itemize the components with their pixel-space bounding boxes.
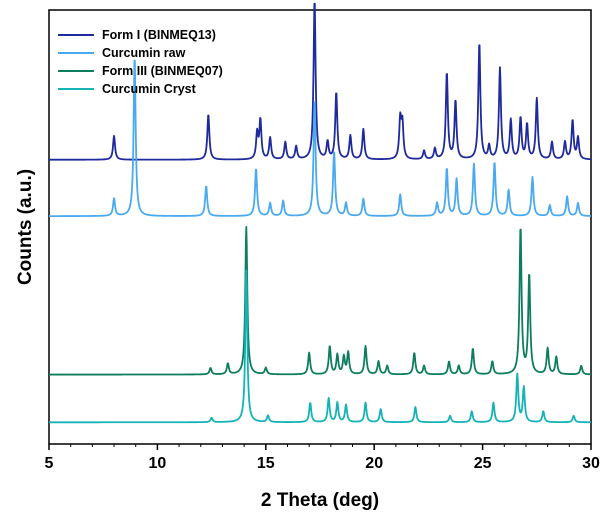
legend-label-2: Form III (BINMEQ07) [102,64,223,78]
x-tick-label: 30 [582,455,600,472]
plot-frame [48,9,592,445]
series-line-3 [48,269,592,424]
y-axis-title: Counts (a.u.) [15,169,36,285]
legend-label-3: Curcumin Cryst [102,82,197,96]
legend-label-1: Curcumin raw [102,46,186,60]
series-line-2 [48,225,592,376]
x-tick-label: 10 [149,455,167,472]
x-tick-label: 25 [474,455,492,472]
series-line-1 [48,59,592,217]
x-ticks: 5 10 15 20 25 30 [45,444,600,472]
x-axis-title: 2 Theta (deg) [261,490,379,511]
series-layer [48,2,592,424]
legend: Form I (BINMEQ13) Curcumin raw Form III … [58,28,223,96]
series-line-0 [48,2,592,161]
x-tick-label: 5 [45,455,54,472]
x-tick-label: 20 [365,455,383,472]
x-tick-label: 15 [257,455,275,472]
legend-label-0: Form I (BINMEQ13) [102,28,216,42]
